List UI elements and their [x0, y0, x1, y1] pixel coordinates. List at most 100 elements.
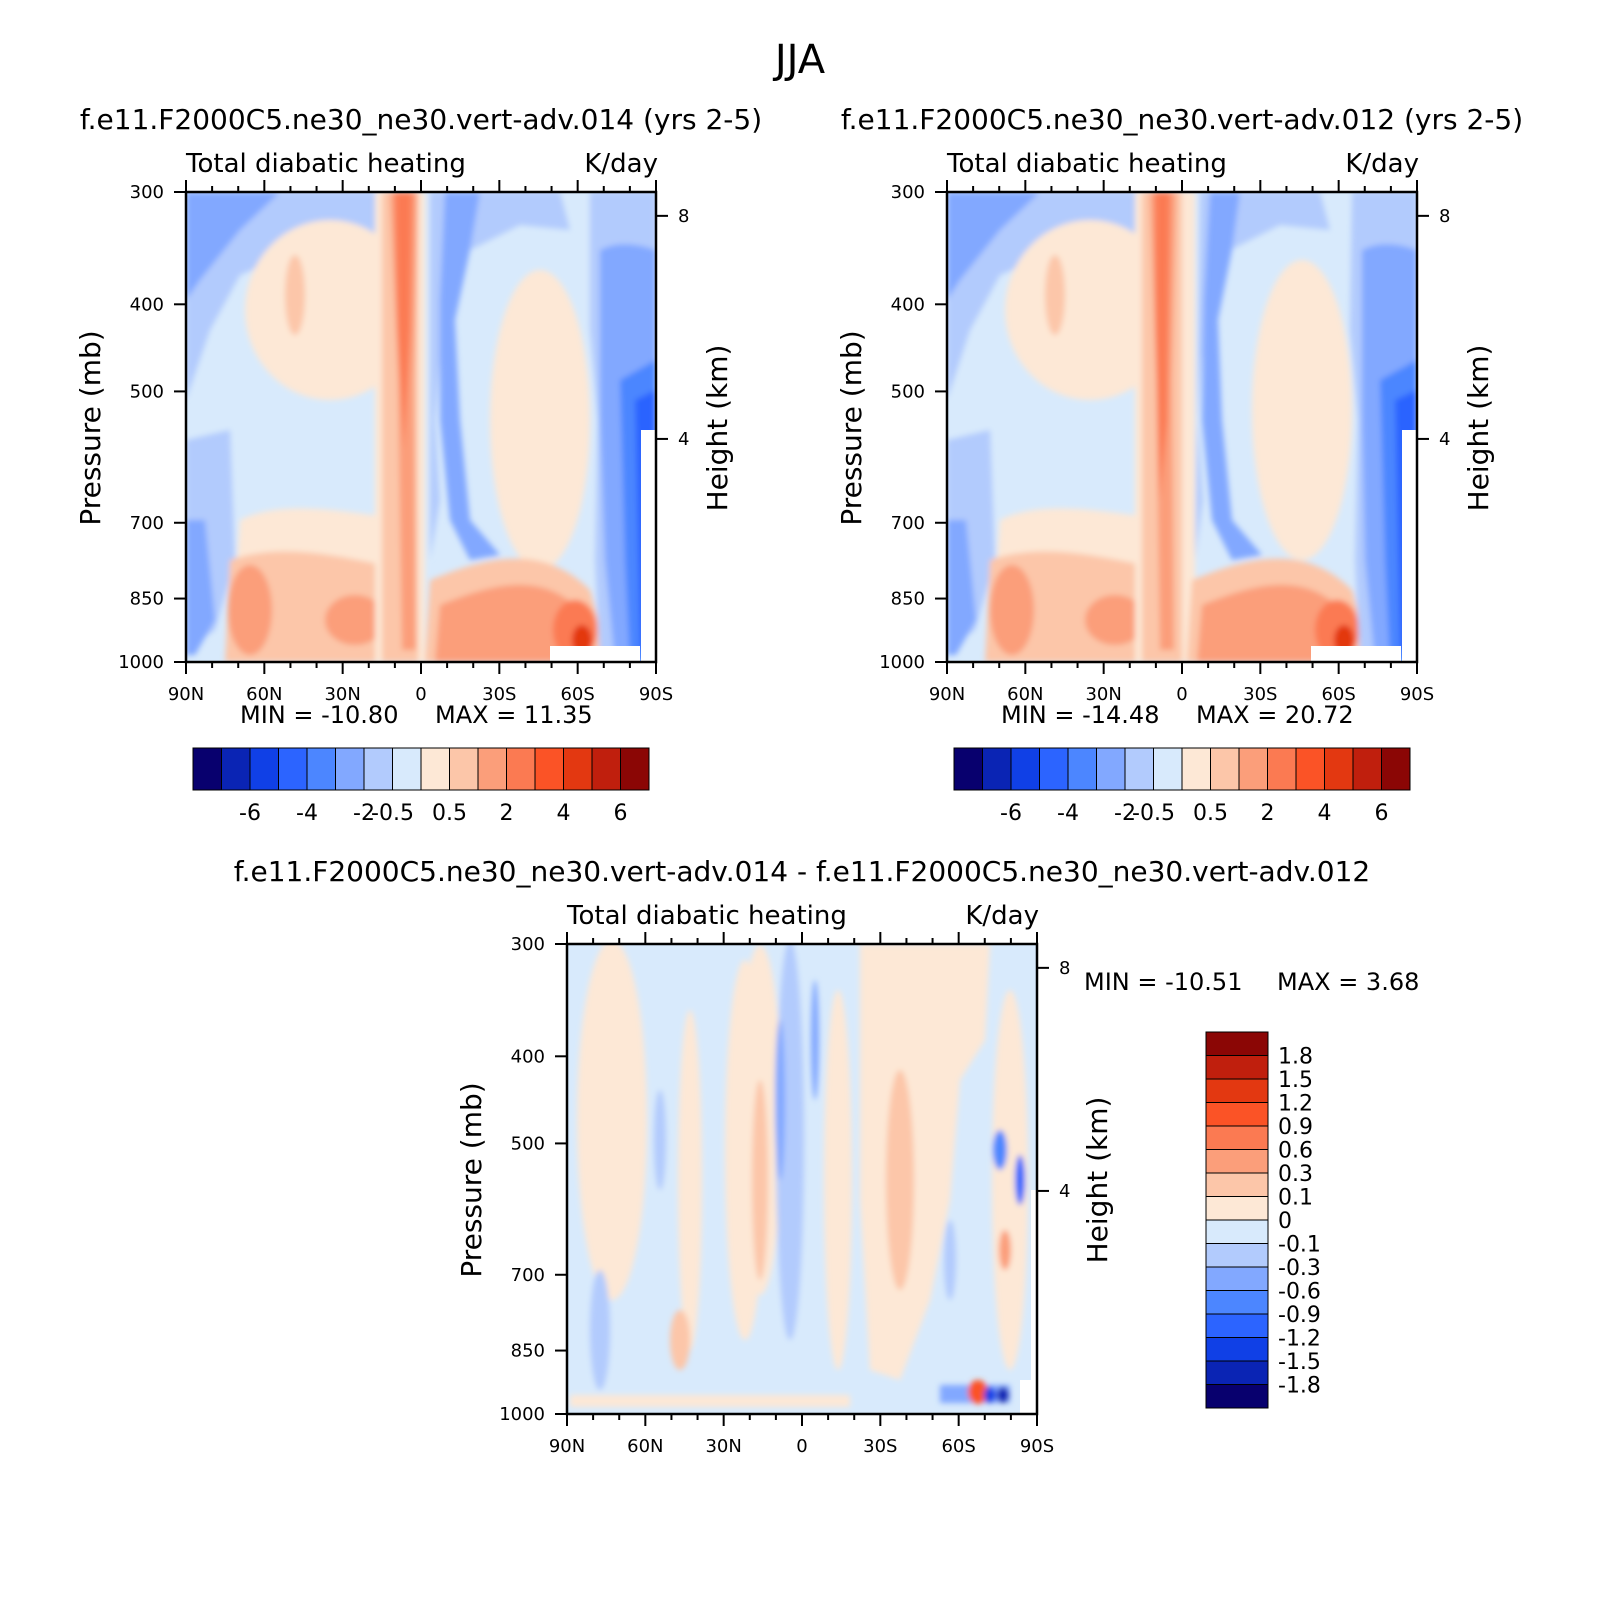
panel-b-max: MAX = 20.72: [1196, 701, 1354, 729]
colorbar-label: 6: [1375, 801, 1389, 826]
colorbar-box: [1210, 747, 1240, 791]
colorbar-box: [1205, 1102, 1269, 1127]
panel-a-contour-field: [186, 192, 656, 662]
colorbar-box: [1205, 1360, 1269, 1385]
colorbar-box: [1205, 1196, 1269, 1221]
colorbar-label: 0.3: [1278, 1162, 1313, 1187]
panel-c-colorbar: 1.81.51.20.90.60.30.10-0.1-0.3-0.6-0.9-1…: [1205, 1031, 1321, 1409]
colorbar-label: -0.9: [1278, 1303, 1321, 1328]
colorbar-box: [1205, 1125, 1269, 1150]
y-tick-label: 400: [891, 294, 925, 315]
colorbar-box: [1205, 1031, 1269, 1056]
colorbar-box: [1039, 747, 1069, 791]
figure-title: JJA: [772, 37, 826, 83]
x-tick-label: 90S: [1020, 1436, 1054, 1457]
colorbar-label: 6: [614, 801, 628, 826]
y-tick-label: 300: [891, 182, 925, 203]
panel-c-y2label: Height (km): [1081, 1097, 1114, 1264]
colorbar-label: -4: [1057, 801, 1079, 826]
x-tick-label: 90S: [639, 684, 673, 705]
colorbar-label: -2: [353, 801, 375, 826]
panel-a-case-title: f.e11.F2000C5.ne30_ne30.vert-adv.014 (yr…: [80, 103, 762, 136]
colorbar-box: [1010, 747, 1040, 791]
colorbar-label: -1.8: [1278, 1374, 1321, 1399]
colorbar-label: 0.9: [1278, 1115, 1313, 1140]
x-tick-label: 60N: [1007, 684, 1043, 705]
panel-b-colorbar: -6 -4 -2-0.5 0.5 2 4 6: [953, 747, 1411, 826]
colorbar-box: [1205, 1219, 1269, 1244]
y-tick-label: 700: [130, 513, 164, 534]
colorbar-label: -4: [296, 801, 318, 826]
colorbar-box: [953, 747, 983, 791]
x-tick-label: 30S: [863, 1436, 897, 1457]
x-tick-label: 0: [1176, 684, 1187, 705]
colorbar-label: -1.5: [1278, 1350, 1321, 1375]
panel-a-axes: 90N 60N 30N 0 30S 60S 90S 300 400 500 700 850 1000 8 4: [118, 180, 689, 705]
colorbar-box: [278, 747, 308, 791]
colorbar-box: [477, 747, 507, 791]
panel-a-min: MIN = -10.80: [240, 701, 398, 729]
panel-b-ylabel: Pressure (mb): [835, 330, 868, 525]
colorbar-box: [1352, 747, 1382, 791]
y2-tick-label: 8: [678, 206, 689, 227]
panel-c-max: MAX = 3.68: [1277, 968, 1419, 996]
x-tick-label: 60N: [627, 1436, 663, 1457]
y-tick-label: 500: [511, 1133, 545, 1154]
colorbar-box: [1295, 747, 1325, 791]
x-tick-label: 60S: [941, 1436, 975, 1457]
colorbar-box: [1238, 747, 1268, 791]
colorbar-box: [1205, 1243, 1269, 1268]
panel-c: f.e11.F2000C5.ne30_ne30.vert-adv.014 - f…: [234, 855, 1420, 1457]
colorbar-label: 0.1: [1278, 1186, 1313, 1211]
colorbar-box: [449, 747, 479, 791]
y-tick-label: 500: [130, 381, 164, 402]
panel-b-axes: 90N 60N 30N 0 30S 60S 90S 300 400 500 700 850 1000 8 4: [879, 180, 1450, 705]
colorbar-box: [335, 747, 365, 791]
panel-c-contour-field: [567, 944, 1037, 1414]
y-tick-label: 700: [511, 1265, 545, 1286]
colorbar-box: [1205, 1313, 1269, 1338]
colorbar-box: [1267, 747, 1297, 791]
colorbar-box: [1205, 1078, 1269, 1103]
colorbar-box: [620, 747, 650, 791]
x-tick-label: 90N: [549, 1436, 585, 1457]
colorbar-box: [1205, 1172, 1269, 1197]
colorbar-label: -6: [239, 801, 261, 826]
colorbar-label: 0.5: [1193, 801, 1228, 826]
colorbar-label: 2: [1261, 801, 1275, 826]
x-tick-label: 0: [415, 684, 426, 705]
x-tick-label: 30S: [1243, 684, 1277, 705]
panel-c-units: K/day: [965, 901, 1039, 931]
colorbar-box: [1205, 1384, 1269, 1409]
y-tick-label: 500: [891, 381, 925, 402]
colorbar-label: 4: [557, 801, 571, 826]
colorbar-box: [392, 747, 422, 791]
panel-b: f.e11.F2000C5.ne30_ne30.vert-adv.012 (yr…: [835, 103, 1523, 826]
panel-c-min: MIN = -10.51: [1084, 968, 1242, 996]
panel-c-case-title: f.e11.F2000C5.ne30_ne30.vert-adv.014 - f…: [234, 855, 1370, 888]
y2-tick-label: 4: [1059, 1181, 1070, 1202]
colorbar-box: [506, 747, 536, 791]
y-tick-label: 700: [891, 513, 925, 534]
colorbar-label: 1.2: [1278, 1092, 1313, 1117]
colorbar-label: -6: [1000, 801, 1022, 826]
panel-a-variable: Total diabatic heating: [185, 149, 466, 179]
x-tick-label: 60N: [246, 684, 282, 705]
y-tick-label: 1000: [118, 652, 164, 673]
panel-b-variable: Total diabatic heating: [946, 149, 1227, 179]
panel-a-ylabel: Pressure (mb): [74, 330, 107, 525]
colorbar-label: -0.3: [1278, 1256, 1321, 1281]
colorbar-box: [1205, 1055, 1269, 1080]
panel-b-case-title: f.e11.F2000C5.ne30_ne30.vert-adv.012 (yr…: [841, 103, 1523, 136]
colorbar-label: 0: [1278, 1209, 1292, 1234]
colorbar-box: [1381, 747, 1411, 791]
colorbar-box: [249, 747, 279, 791]
colorbar-label: -0.6: [1278, 1280, 1321, 1305]
colorbar-box: [363, 747, 393, 791]
colorbar-box: [306, 747, 336, 791]
x-tick-label: 60S: [1321, 684, 1355, 705]
colorbar-label: -0.1: [1278, 1233, 1321, 1258]
colorbar-label: 1.8: [1278, 1045, 1313, 1070]
x-tick-label: 90N: [929, 684, 965, 705]
